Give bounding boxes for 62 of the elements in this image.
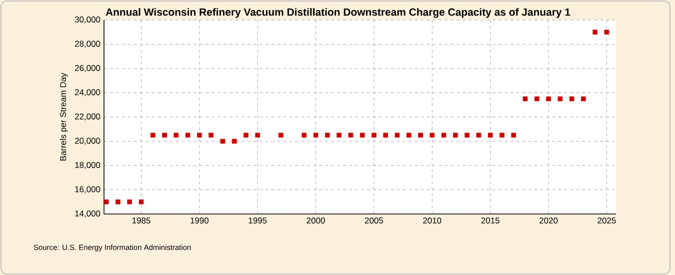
point — [348, 132, 354, 138]
point — [174, 132, 179, 138]
x-tick-label: 2025 — [598, 218, 616, 224]
point — [302, 132, 307, 138]
x-tick-label: 1990 — [190, 218, 208, 224]
point — [418, 132, 423, 138]
chart-title: Annual Wisconsin Refinery Vacuum Distillation Downstream Charge Capacity as of January 1 — [106, 8, 570, 18]
point — [360, 132, 365, 138]
point — [453, 132, 458, 138]
y-tick-label: 16,000 — [75, 186, 100, 194]
point — [430, 132, 435, 138]
point — [325, 132, 330, 138]
point — [197, 132, 202, 138]
point — [208, 132, 214, 138]
x-tick-label: 2020 — [540, 218, 558, 224]
point — [534, 96, 540, 102]
point — [522, 96, 528, 102]
point — [464, 132, 470, 138]
point — [441, 132, 446, 138]
y-tick-label: 20,000 — [75, 138, 100, 145]
point — [162, 132, 167, 138]
point — [558, 96, 563, 102]
y-tick-label: 24,000 — [75, 89, 100, 96]
point — [569, 96, 574, 102]
point — [406, 132, 412, 138]
y-tick-label: 18,000 — [75, 162, 100, 169]
y-tick-label: 30,000 — [74, 16, 100, 24]
x-tick-label: 2000 — [306, 218, 325, 224]
point — [336, 132, 342, 138]
point — [220, 138, 226, 144]
point — [278, 132, 284, 138]
x-tick-label: 1985 — [132, 218, 150, 224]
y-axis-title: Barrels per Stream Day — [60, 72, 68, 161]
y-tick-label: 28,000 — [75, 40, 100, 48]
point — [150, 132, 156, 138]
point — [488, 132, 493, 138]
point — [232, 138, 237, 144]
point — [255, 132, 260, 138]
point — [104, 199, 109, 204]
point — [604, 30, 610, 35]
point — [244, 132, 248, 138]
point — [372, 132, 376, 138]
point — [511, 132, 516, 138]
x-tick-label: 2005 — [364, 218, 384, 224]
point — [394, 132, 400, 138]
y-tick-label: 22,000 — [75, 114, 100, 120]
x-tick-label: 2010 — [423, 218, 442, 224]
point — [116, 199, 120, 204]
point — [185, 132, 190, 138]
x-tick-label: 2015 — [481, 218, 500, 224]
x-tick-label: 1995 — [248, 218, 267, 224]
point — [581, 96, 586, 102]
y-tick-label: 14,000 — [75, 210, 100, 218]
point — [383, 132, 388, 138]
point — [546, 96, 551, 102]
point — [313, 132, 318, 138]
point — [592, 30, 598, 35]
point — [476, 132, 482, 138]
point — [127, 199, 132, 204]
point — [500, 132, 504, 138]
point — [138, 199, 144, 204]
y-tick-label: 26,000 — [75, 65, 100, 72]
